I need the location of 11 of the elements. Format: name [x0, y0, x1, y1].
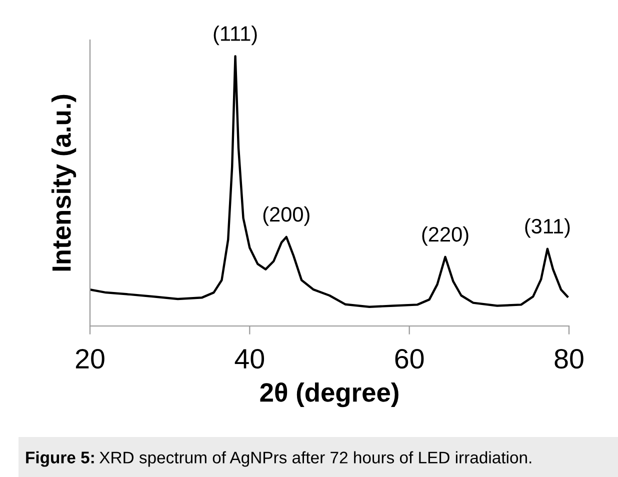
annotation: (111) [214, 26, 257, 46]
y-axis-title: Intensity (a.u.) [52, 94, 76, 271]
x-tick-label: 60 [395, 348, 424, 369]
x-axis-title: 2θ (degree) [260, 382, 398, 408]
x-tick-label: 80 [554, 348, 584, 369]
x-tick-label: 40 [234, 348, 264, 369]
annotation: (311) [525, 218, 570, 238]
x-tick-label: 20 [76, 348, 104, 369]
caption: Figure 5: XRD spectrum of AgNPrs after 72 hours of LED irradiation. [26, 451, 532, 467]
annotation: (200) [263, 206, 310, 226]
annotation: (220) [422, 226, 468, 246]
